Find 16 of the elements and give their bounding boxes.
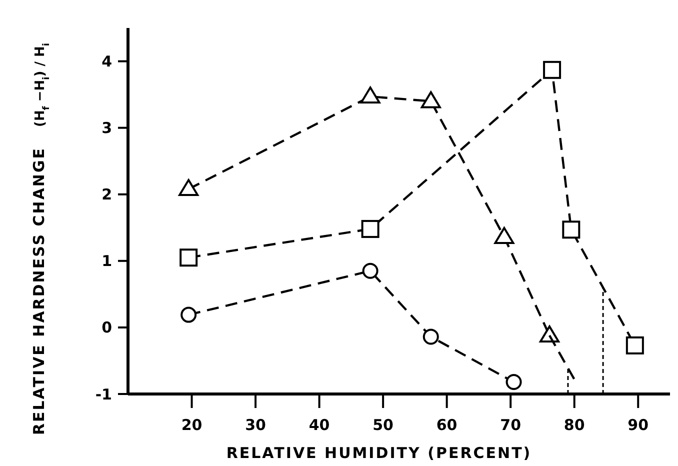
y-tick-label: -1 <box>95 385 112 404</box>
y-axis-title: RELATIVE HARDNESS CHANGE <box>30 146 48 436</box>
y-tick-label: 3 <box>102 119 112 138</box>
y-tick-label: 2 <box>102 186 112 204</box>
x-tick-label: 20 <box>181 416 202 434</box>
x-tick-label: 30 <box>245 416 266 434</box>
x-axis-title: RELATIVE HUMIDITY (PERCENT) <box>226 444 532 462</box>
x-tick-label: 40 <box>308 416 330 434</box>
y-tick-label: 1 <box>102 252 112 270</box>
x-tick-label: 70 <box>500 416 522 434</box>
x-tick-label: 80 <box>564 416 585 434</box>
y-tick-label: 0 <box>102 318 112 337</box>
x-tick-label: 60 <box>436 416 458 434</box>
y-tick-label: 4 <box>102 52 112 71</box>
x-tick-label: 50 <box>372 416 394 434</box>
x-tick-label: 90 <box>628 416 649 434</box>
